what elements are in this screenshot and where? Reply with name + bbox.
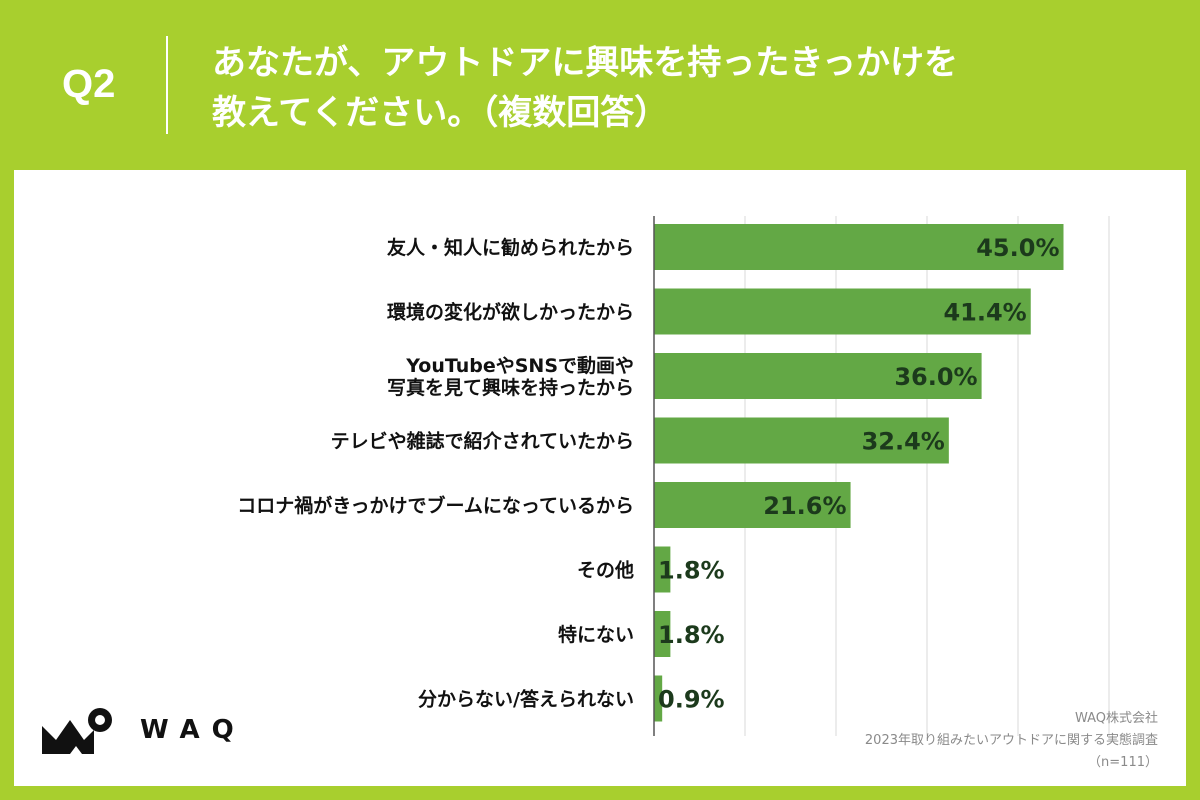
waq-logo-mark-icon (42, 708, 112, 754)
category-label-line: コロナ禍がきっかけでブームになっているから (237, 494, 634, 517)
category-label-line: 環境の変化が欲しかったから (387, 301, 634, 324)
category-label-3: テレビや雑誌で紹介されていたから (331, 430, 634, 453)
waq-logo-text: WAQ (140, 715, 246, 745)
question-title-line2: 教えてください。（複数回答） (212, 93, 669, 133)
value-label-2: 36.0% (894, 363, 977, 391)
question-title-line1: あなたが、アウトドアに興味を持ったきっかけを (212, 43, 958, 83)
category-label-7: 分からない/答えられない (418, 688, 634, 711)
category-label-1: 環境の変化が欲しかったから (387, 301, 634, 324)
title-divider (166, 36, 168, 134)
value-label-6: 1.8% (658, 621, 725, 649)
category-label-0: 友人・知人に勧められたから (387, 236, 634, 259)
category-label-6: 特にない (558, 624, 634, 646)
question-title: あなたが、アウトドアに興味を持ったきっかけを 教えてください。（複数回答） (212, 38, 1112, 138)
bar-7 (654, 675, 663, 722)
category-label-line: 分からない/答えられない (418, 688, 634, 711)
bar-3 (654, 417, 949, 464)
value-label-4: 21.6% (763, 492, 846, 520)
bar-5 (654, 546, 671, 593)
value-label-5: 1.8% (658, 557, 725, 585)
category-label-line: 特にない (558, 624, 634, 646)
source-note: WAQ株式会社 2023年取り組みたいアウトドアに関する実態調査 （n=111） (865, 708, 1158, 774)
bar-2 (654, 353, 982, 399)
chart-panel: 45.0% 友人・知人に勧められたから 41.4% 環境の変化が欲しかったから 36.0… (14, 170, 1186, 786)
bar-chart: 45.0% 友人・知人に勧められたから 41.4% 環境の変化が欲しかったから 36.0… (237, 216, 1110, 736)
value-label-0: 45.0% (976, 234, 1059, 262)
value-label-3: 32.4% (862, 428, 945, 456)
category-label-5: その他 (577, 559, 634, 582)
bar-4 (654, 482, 851, 528)
value-label-1: 41.4% (943, 299, 1026, 327)
category-label-line: その他 (577, 559, 634, 582)
source-survey: 2023年取り組みたいアウトドアに関する実態調査 (864, 733, 1158, 748)
bar-6 (654, 611, 671, 657)
category-label-4: コロナ禍がきっかけでブームになっているから (237, 494, 634, 517)
category-label-line: 写真を見て興味を持ったから (387, 376, 634, 399)
category-label-line: 友人・知人に勧められたから (387, 236, 634, 259)
bar-0 (654, 224, 1064, 270)
source-sample: （n=111） (1088, 755, 1158, 770)
category-label-line: YouTubeやSNSで動画や (405, 355, 634, 377)
source-company: WAQ株式会社 (1074, 711, 1158, 726)
value-label-7: 0.9% (658, 686, 725, 714)
bar-1 (654, 288, 1031, 335)
category-label-2: YouTubeやSNSで動画や写真を見て興味を持ったから (387, 355, 634, 399)
waq-logo: WAQ (42, 706, 246, 754)
question-number: Q2 (62, 62, 116, 106)
category-label-line: テレビや雑誌で紹介されていたから (331, 430, 634, 453)
